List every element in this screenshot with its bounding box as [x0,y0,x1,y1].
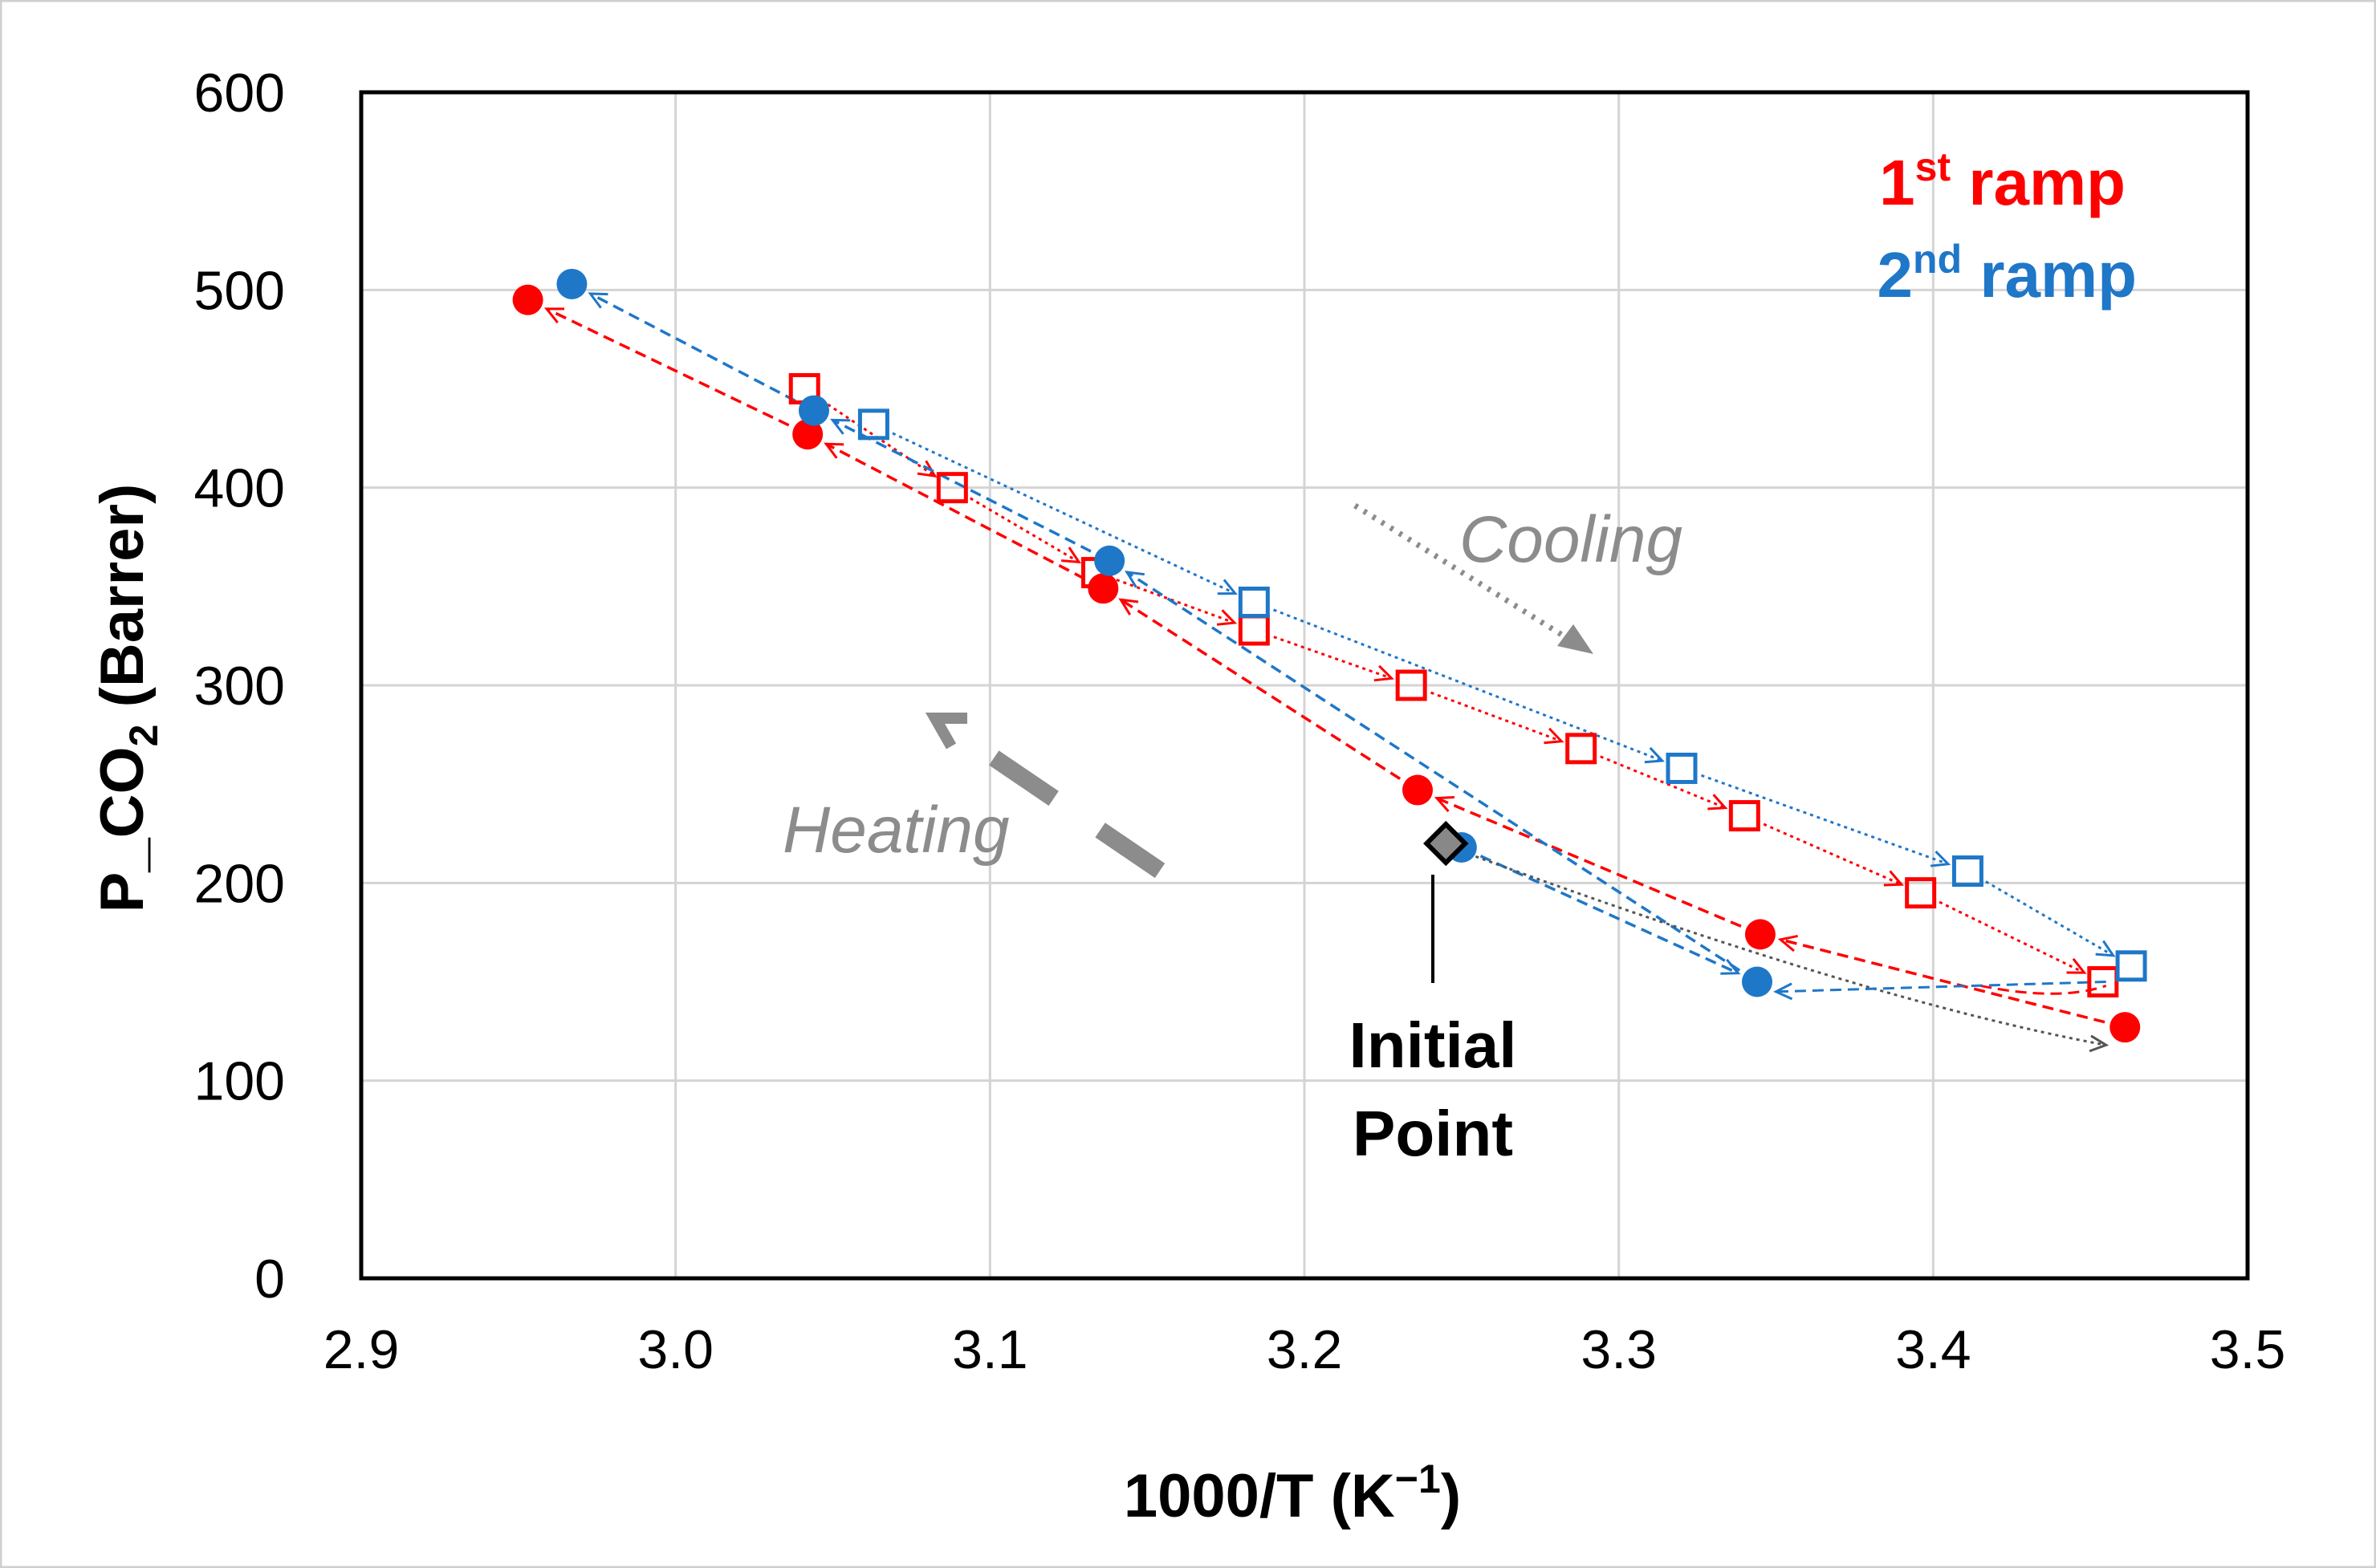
y-tick-label: 300 [194,656,285,717]
legend-ramp-1: 1st ramp [1879,144,2126,218]
markers-layer [512,268,2147,1043]
cooling-arrow-line [1353,503,1575,644]
y-tick-label: 100 [194,1051,285,1112]
data-point-square [1666,752,1698,784]
x-tick-label: 3.4 [1895,1319,1971,1380]
y-tick-label: 0 [254,1249,285,1310]
x-tick-label: 3.1 [952,1319,1028,1380]
heating-label: Heating [783,794,1010,867]
data-point-square [1905,877,1937,909]
series-connector [546,307,790,427]
data-point-circle [792,419,824,450]
x-tick-label: 3.5 [2210,1319,2286,1380]
data-point-square [857,408,889,441]
series-connector [1120,598,1402,780]
arrow-head [2089,1034,2110,1053]
arrow-head [1707,794,1728,810]
initial-point-label-1: Initial [1349,1009,1517,1081]
axis-layer: 2.9 3.0 3.1 3.2 3.3 3.4 3.5 0 100 200 300 400 500 600 [194,63,2286,1380]
arrow-head [1118,598,1139,615]
arrow-head [1544,727,1564,745]
plot-area-frame [359,90,2250,1281]
arrow-head [543,307,565,324]
data-point-square [1395,669,1427,701]
y-axis-title: P_CO2 (Barrer) [88,484,166,913]
data-point-circle [1744,919,1776,950]
data-point-square [936,472,968,504]
arrow-head [830,418,851,435]
arrow-head [1434,796,1455,813]
data-point-circle [1742,966,1772,997]
y-tick-label: 400 [194,458,285,519]
data-point-square [1565,733,1597,765]
series-connector [1436,797,1742,928]
data-point-circle [1402,774,1433,806]
y-tick-label: 600 [194,63,285,124]
series-connector [892,432,1236,595]
data-point-square [1951,855,1983,888]
data-point-square [2115,950,2147,982]
heating-arrow-line [954,726,1166,879]
arrow-head [1777,934,1798,953]
data-point-circle [799,395,829,426]
arrow-head [1930,851,1951,867]
data-point-circle [2110,1012,2141,1043]
x-tick-label: 3.2 [1267,1319,1343,1380]
arrow-head [1644,746,1665,764]
series-connector [1780,938,2105,1024]
arrow-head [588,292,608,309]
series-connector [1273,608,1663,762]
series-connector [832,418,1092,553]
series-connector [1763,823,1902,886]
initial-point-marker [1423,820,1469,867]
x-tick-label: 3.0 [637,1319,714,1380]
cooling-label: Cooling [1459,503,1682,576]
series-connector [1939,900,2085,974]
cooling-arrow-head [1557,624,1593,654]
arrow-head [1773,982,1793,1001]
data-point-square [1238,614,1270,646]
series-connector [1430,691,1562,743]
y-tick-label: 500 [194,260,285,321]
arrow-head [1061,546,1082,564]
y-tick-label: 200 [194,853,285,914]
x-tick-label: 2.9 [323,1319,400,1380]
series-connector [589,292,796,403]
data-point-square [1728,800,1760,832]
data-point-circle [1094,545,1125,576]
arrow-head [2095,940,2116,957]
ramp1-turn [1979,984,2107,995]
series-connector [1126,571,1741,972]
data-point-circle [512,284,543,315]
data-point-circle [556,268,588,299]
data-point-square [1238,587,1270,619]
ramp2-turn [1776,981,2106,993]
heating-arrow-head [925,713,967,749]
arrow-head [917,460,938,478]
arrow-head [1373,664,1394,682]
series-connector [1600,755,1726,810]
series-connector [825,442,1086,580]
arrow-head [1883,870,1905,887]
arrow-head [1216,609,1238,626]
arrow-head [1217,579,1238,595]
series-connector [1700,774,1949,866]
initial-point-label-2: Point [1353,1098,1513,1169]
arrow-head [2066,957,2087,974]
data-point-square [2087,966,2119,997]
arrow-head [1125,571,1145,588]
series-connector [1985,880,2114,957]
series-connector [1273,636,1393,680]
initial-to-ramp-connector [1461,850,2107,1046]
arrow-head [824,442,844,459]
legend-ramp-2: 2nd ramp [1878,237,2137,311]
lines-layer [543,292,2116,1053]
series-connector [1479,855,1739,975]
x-tick-label: 3.3 [1581,1319,1657,1380]
